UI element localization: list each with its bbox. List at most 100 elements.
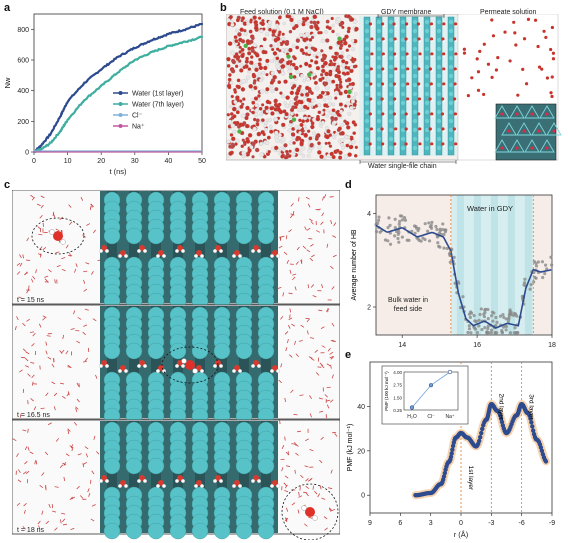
gdy-carbon — [424, 55, 430, 61]
series-point-a-0 — [100, 68, 103, 71]
bulk-water-right — [309, 257, 314, 262]
bulk-water-left — [18, 469, 21, 474]
chain-water-hydrogen — [156, 254, 160, 258]
bulk-water-right — [331, 374, 334, 379]
bulk-water-left — [60, 519, 62, 524]
chain-water-oxygen — [158, 480, 164, 486]
chain-oxygen — [369, 67, 373, 71]
gdy-carbon — [436, 109, 442, 115]
bulk-water-right — [330, 265, 334, 270]
hb-scatter-point — [540, 260, 545, 264]
feed-molecule — [277, 80, 282, 85]
feed-molecule — [325, 38, 330, 43]
bulk-water-left — [54, 527, 58, 531]
bulk-water-right — [321, 345, 326, 348]
gdy-carbon — [388, 118, 394, 124]
feed-molecule — [288, 47, 293, 53]
hb-scatter-point — [467, 327, 472, 331]
bulk-water-left — [55, 228, 60, 232]
chain-water-oxygen — [101, 360, 107, 366]
permeate-molecule — [476, 70, 481, 74]
legend-label-a: Water (1st layer) — [132, 91, 183, 98]
hb-scatter-point — [416, 237, 420, 241]
bulk-water-left — [38, 323, 42, 328]
gdy-carbon — [400, 100, 406, 106]
bulk-water-left — [30, 194, 34, 198]
permeate-molecule — [545, 76, 550, 80]
hb-scatter-point — [429, 223, 433, 227]
chain-hydrogen — [383, 100, 385, 102]
chain-hydrogen — [419, 55, 421, 57]
bulk-water-left — [14, 326, 17, 331]
chain-oxygen — [392, 97, 397, 101]
bulk-water-left — [84, 446, 89, 450]
bulk-water-right — [278, 245, 283, 249]
gdy-atom-upper — [257, 457, 275, 475]
highlight-oxygen — [53, 231, 63, 241]
feed-molecule — [300, 146, 306, 151]
bulk-water-left — [45, 520, 50, 525]
x-tick-label-e: -6 — [519, 520, 525, 527]
feed-molecule — [237, 32, 242, 37]
gdy-atom-upper — [191, 342, 209, 360]
hb-scatter-point — [442, 246, 446, 250]
feed-molecule — [317, 150, 322, 155]
gdy-carbon — [364, 91, 370, 97]
hb-scatter-point — [479, 307, 483, 311]
bulk-region-bg — [376, 195, 451, 335]
bulk-water-left — [65, 244, 69, 249]
gdy-carbon — [364, 136, 370, 142]
chain-oxygen — [454, 142, 458, 146]
feed-molecule — [335, 86, 339, 91]
gdy-carbon — [376, 127, 382, 133]
bulk-water-right — [330, 469, 333, 474]
feed-molecule — [312, 76, 316, 80]
gdy-atom-upper — [257, 342, 275, 360]
bulk-water-right — [297, 197, 300, 202]
bulk-water-right — [320, 221, 324, 225]
chain-water-hydrogen — [156, 484, 160, 488]
feed-molecule — [333, 116, 338, 121]
hb-scatter-point — [543, 271, 547, 276]
inset-y-tick-label: 1.50 — [393, 395, 402, 400]
feed-molecule — [310, 98, 316, 103]
feed-molecule — [314, 60, 319, 65]
feed-molecule — [324, 141, 328, 146]
permeate-molecule — [550, 75, 554, 79]
series-point-a-1 — [157, 48, 160, 51]
chain-water-hydrogen — [118, 254, 122, 258]
chain-hydrogen — [455, 115, 457, 117]
feed-molecule — [281, 48, 285, 53]
bulk-water-left — [62, 334, 65, 339]
feed-molecule — [269, 106, 274, 111]
feed-molecule — [341, 145, 346, 150]
gdy-carbon — [364, 145, 370, 151]
bulk-water-right — [292, 276, 296, 281]
bulk-water-left — [39, 484, 44, 488]
bulk-water-left — [19, 254, 22, 259]
bulk-water-right — [332, 254, 337, 258]
bulk-water-right — [315, 372, 320, 376]
bulk-water-right — [290, 213, 295, 216]
membrane-column-shadow — [239, 191, 249, 303]
feed-molecule — [230, 22, 235, 27]
chain-water-oxygen — [272, 250, 278, 256]
hb-scatter-point — [441, 227, 445, 232]
inset-category-label: Na⁺ — [445, 414, 454, 420]
series-point-a-1 — [150, 50, 153, 54]
chain-water-hydrogen — [124, 254, 128, 258]
chain-water-hydrogen — [181, 249, 185, 253]
feed-molecule — [276, 42, 281, 47]
feed-molecule — [265, 87, 270, 92]
feed-molecule — [251, 72, 256, 77]
pmf-point — [441, 474, 447, 479]
bulk-water-left — [91, 504, 96, 507]
chain-oxygen — [418, 142, 422, 146]
bulk-water-right — [307, 330, 309, 335]
gdy-carbon — [364, 19, 370, 25]
feed-molecule — [260, 21, 266, 27]
chain-hydrogen — [383, 85, 385, 87]
feed-molecule — [294, 147, 300, 153]
series-point-a-0 — [55, 121, 58, 125]
feed-molecule — [317, 110, 322, 115]
